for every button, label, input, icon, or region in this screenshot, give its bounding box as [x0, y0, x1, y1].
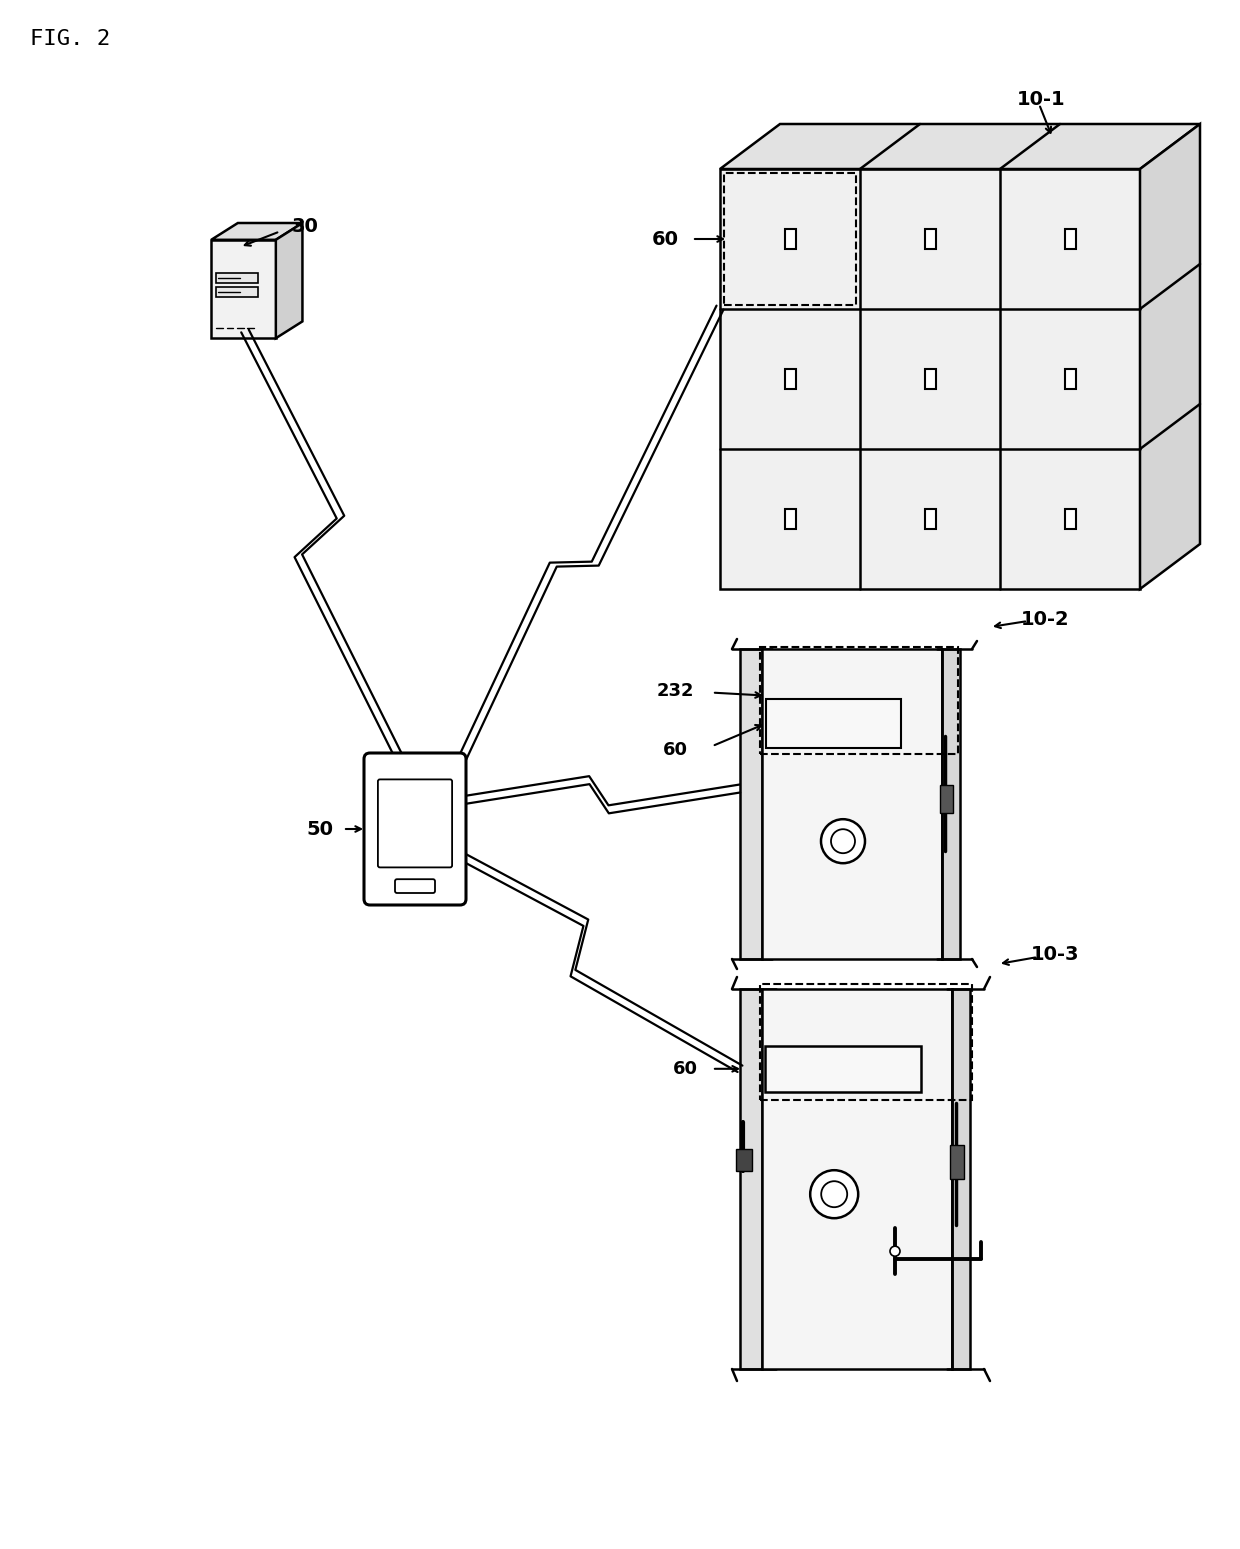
Text: 50: 50: [306, 819, 334, 838]
Circle shape: [821, 819, 866, 863]
Text: 30: 30: [291, 217, 319, 235]
Text: 60: 60: [672, 1060, 697, 1078]
Polygon shape: [763, 988, 952, 1369]
Polygon shape: [217, 273, 258, 283]
Polygon shape: [950, 1145, 963, 1179]
Polygon shape: [1064, 229, 1075, 249]
Polygon shape: [942, 649, 960, 959]
Polygon shape: [211, 240, 275, 338]
Polygon shape: [785, 369, 796, 389]
Text: 60: 60: [662, 742, 687, 759]
Circle shape: [890, 1247, 900, 1256]
Text: 60: 60: [651, 229, 678, 248]
Polygon shape: [737, 1149, 751, 1171]
Text: 10-2: 10-2: [1021, 609, 1069, 629]
Text: 10-3: 10-3: [1030, 945, 1079, 963]
Polygon shape: [940, 785, 954, 813]
Polygon shape: [740, 988, 763, 1369]
Polygon shape: [720, 169, 1140, 589]
Polygon shape: [925, 229, 935, 249]
Polygon shape: [952, 988, 970, 1369]
Polygon shape: [925, 369, 935, 389]
FancyBboxPatch shape: [365, 753, 466, 905]
FancyBboxPatch shape: [378, 779, 453, 867]
Polygon shape: [1064, 369, 1075, 389]
Polygon shape: [763, 649, 942, 959]
Polygon shape: [720, 124, 1200, 169]
Text: FIG. 2: FIG. 2: [30, 29, 110, 50]
Polygon shape: [785, 510, 796, 530]
Polygon shape: [1140, 124, 1200, 589]
Circle shape: [810, 1169, 858, 1218]
Polygon shape: [211, 223, 303, 240]
Polygon shape: [740, 649, 763, 959]
Polygon shape: [925, 510, 935, 530]
Text: 10-1: 10-1: [1017, 90, 1065, 108]
Polygon shape: [217, 287, 258, 297]
Polygon shape: [275, 223, 303, 338]
Polygon shape: [785, 229, 796, 249]
Polygon shape: [766, 699, 901, 748]
Polygon shape: [1064, 510, 1075, 530]
Polygon shape: [765, 1046, 921, 1092]
Text: 232: 232: [656, 682, 693, 700]
